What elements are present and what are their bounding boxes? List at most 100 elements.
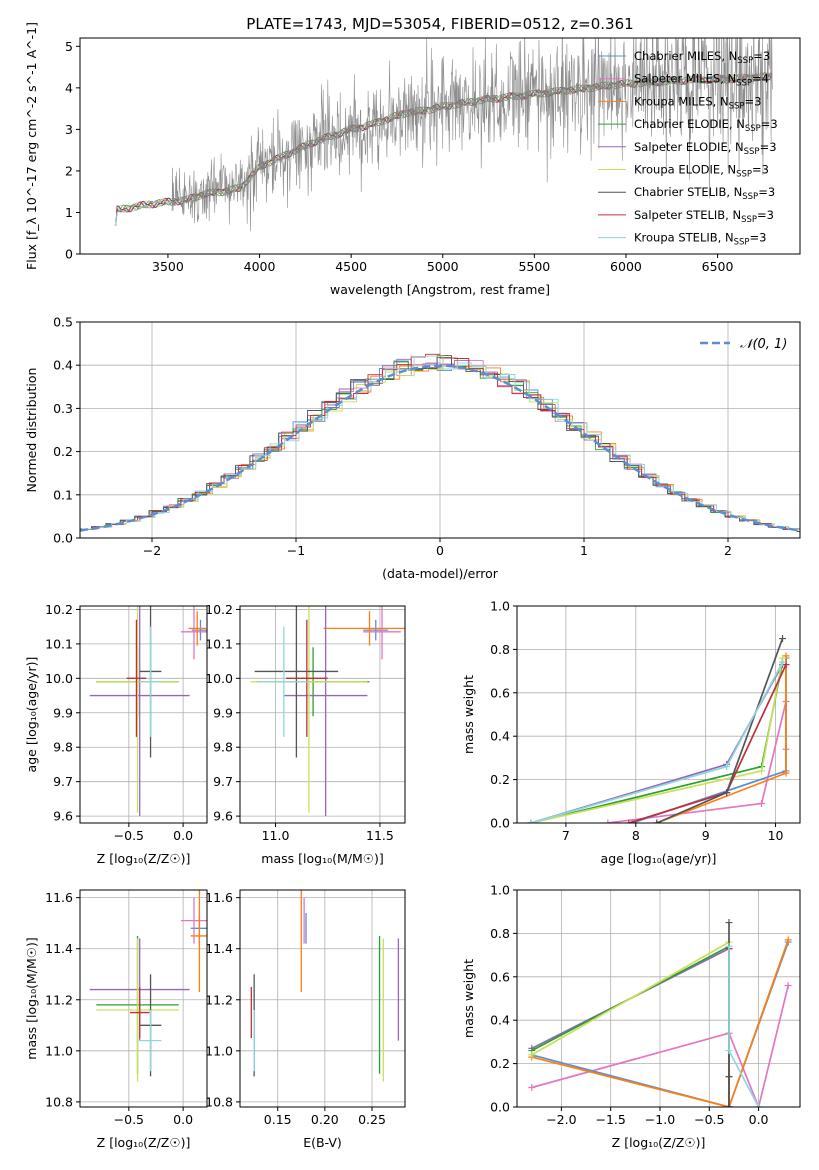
legend-entry: Salpeter ELODIE, NSSP=3 xyxy=(634,140,777,157)
legend-eq: = xyxy=(752,163,762,177)
axes-frame xyxy=(79,37,801,255)
y-tick-label: 9.9 xyxy=(53,705,73,720)
x-tick-label: −0.5 xyxy=(694,1112,724,1127)
legend-sub: SSP xyxy=(741,215,757,225)
legend-n: , N xyxy=(713,94,729,108)
panel-mass_vs_ebv: 0.15 0.20 0.25 10.8 11.0 11.2 11.4 11.6 E(B-V) xyxy=(205,889,406,1150)
x-tick-label: 1 xyxy=(580,543,588,558)
mass-weight-marker xyxy=(758,767,766,775)
x-axis-label: Z [log₁₀(Z/Z☉)] xyxy=(97,851,191,866)
axes-frame xyxy=(79,321,801,539)
plot-area xyxy=(114,38,773,232)
x-tick-label: 0.0 xyxy=(173,1112,193,1127)
x-tick-label: 4000 xyxy=(244,259,276,274)
plot-area xyxy=(517,890,800,1107)
y-tick-label: 11.6 xyxy=(205,890,233,905)
x-axis-label: age [log₁₀(age/yr)] xyxy=(601,851,717,866)
panel-residuals: −2 −1 0 1 2 0.0 0.1 0.2 0.3 0.4 0.5 (data-model)/er… xyxy=(24,315,801,581)
legend-lib: STELIB xyxy=(678,231,717,245)
legend-entry: Chabrier STELIB, NSSP=3 xyxy=(634,185,775,202)
x-tick-label: 5500 xyxy=(518,259,550,274)
mass-weight-marker xyxy=(528,1083,536,1091)
y-tick-label: 0.6 xyxy=(490,685,510,700)
y-tick-label: 0.4 xyxy=(490,729,510,744)
x-axis-label: E(B-V) xyxy=(303,1135,342,1150)
legend-n: , N xyxy=(720,163,736,177)
axes-frame xyxy=(516,889,801,1108)
y-axis-label: Normed distribution xyxy=(24,368,39,493)
legend-n: , N xyxy=(728,140,744,154)
y-tick-label: 9.7 xyxy=(53,774,73,789)
x-axis-label: Z [log₁₀(Z/Z☉)] xyxy=(612,1135,706,1150)
x-tick-label: 4500 xyxy=(335,259,367,274)
x-tick-label: −0.5 xyxy=(114,828,144,843)
panel-mass_weight_vs_Z: −2.0 −1.5 −1.0 −0.5 0.0 0.0 0.2 0.4 0.6 0.8 1.0 Z [… xyxy=(461,883,801,1150)
x-axis-label: wavelength [Angstrom, rest frame] xyxy=(330,282,550,297)
y-tick-label: 10.8 xyxy=(45,1094,73,1109)
y-tick-label: 4 xyxy=(65,80,73,95)
mass-weight-marker xyxy=(755,1103,763,1107)
legend-n-value: 3 xyxy=(763,49,770,63)
legend-eq: = xyxy=(752,72,762,86)
panel-mass_weight_vs_age: 7 8 9 10 0.0 0.2 0.4 0.6 0.8 1.0 age [log₁₀(age/yr… xyxy=(461,599,801,866)
y-axis-label: Flux [f_λ 10^-17 erg cm^-2 s^-1 A^-1] xyxy=(24,22,39,270)
y-axis-label: mass weight xyxy=(461,675,476,754)
x-tick-label: −0.5 xyxy=(114,1112,144,1127)
x-tick-label: 11.5 xyxy=(366,828,394,843)
y-tick-label: 10.0 xyxy=(205,671,233,686)
legend-imf: Salpeter xyxy=(634,140,683,154)
legend-n-value: 3 xyxy=(759,231,766,245)
y-tick-label: 1.0 xyxy=(490,599,510,614)
y-axis-label: mass [log₁₀(M/M☉)] xyxy=(24,937,39,1059)
mass-weight-marker xyxy=(784,936,792,944)
x-tick-label: 0.25 xyxy=(358,1112,386,1127)
legend-n: , N xyxy=(725,208,741,222)
legend-lib: MILES xyxy=(686,72,720,86)
y-tick-label: 9.6 xyxy=(53,809,73,824)
legend-sub: SSP xyxy=(742,192,758,202)
y-tick-label: 0.5 xyxy=(53,315,73,330)
x-tick-label: 0.0 xyxy=(749,1112,769,1127)
y-tick-label: 10.2 xyxy=(45,602,73,617)
x-tick-label: 11.0 xyxy=(262,828,290,843)
mass-weight-marker xyxy=(725,919,733,927)
mass-weight-marker xyxy=(725,942,733,950)
x-tick-label: 6500 xyxy=(702,259,734,274)
legend-lib: ELODIE xyxy=(678,163,720,177)
mass-weight-marker xyxy=(723,789,731,797)
x-tick-label: −1.5 xyxy=(595,1112,625,1127)
legend-imf: Kroupa xyxy=(634,231,675,245)
x-tick-label: 0.20 xyxy=(311,1112,339,1127)
x-tick-label: −1 xyxy=(287,543,305,558)
legend-sub: SSP xyxy=(737,56,753,66)
legend-eq: = xyxy=(749,231,759,245)
y-tick-label: 10.1 xyxy=(205,636,233,651)
x-axis-label: Z [log₁₀(Z/Z☉)] xyxy=(97,1135,191,1150)
legend-entry: Kroupa MILES, NSSP=3 xyxy=(634,94,761,111)
x-tick-label: 3500 xyxy=(152,259,184,274)
legend-sub: SSP xyxy=(745,124,761,134)
legend-eq: = xyxy=(745,94,755,108)
mass-weight-marker xyxy=(628,819,636,823)
y-tick-label: 0.4 xyxy=(53,358,73,373)
mass-weight-marker xyxy=(779,635,787,643)
legend-n-value: 3 xyxy=(754,94,761,108)
figure-title: PLATE=1743, MJD=53054, FIBERID=0512, z=0… xyxy=(246,15,633,33)
x-tick-label: 7 xyxy=(562,828,570,843)
y-tick-label: 0.8 xyxy=(490,926,510,941)
residual-histogram xyxy=(80,355,800,532)
legend-lib: STELIB xyxy=(686,208,725,222)
axes-frame xyxy=(239,889,406,1108)
residual-histogram xyxy=(80,355,800,532)
mass-weight-marker xyxy=(528,1051,536,1059)
y-tick-label: 9.8 xyxy=(53,740,73,755)
y-tick-label: 11.6 xyxy=(45,890,73,905)
legend-n: , N xyxy=(729,117,745,131)
mass-weight-marker xyxy=(782,769,790,777)
legend-n-value: 3 xyxy=(769,140,776,154)
legend-entry: 𝒩(0, 1) xyxy=(740,337,787,352)
y-tick-label: 0.1 xyxy=(53,487,73,502)
mass-weight-marker xyxy=(604,819,612,823)
y-tick-label: 0.2 xyxy=(490,1056,510,1071)
legend-eq: = xyxy=(757,208,767,222)
